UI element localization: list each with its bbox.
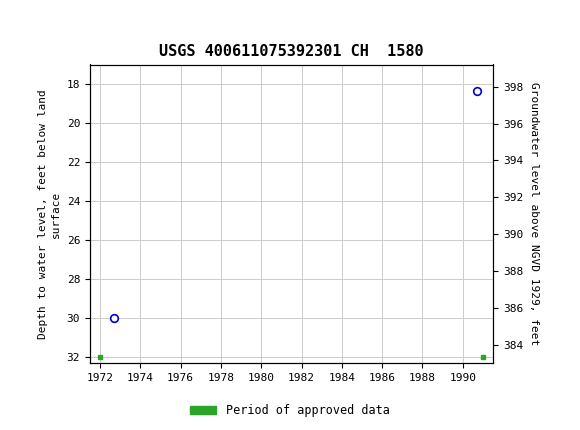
Y-axis label: Groundwater level above NGVD 1929, feet: Groundwater level above NGVD 1929, feet	[528, 82, 538, 346]
Text: USGS: USGS	[53, 12, 108, 31]
Y-axis label: Depth to water level, feet below land
surface: Depth to water level, feet below land su…	[38, 89, 61, 339]
Legend: Period of approved data: Period of approved data	[186, 399, 394, 422]
Title: USGS 400611075392301 CH  1580: USGS 400611075392301 CH 1580	[159, 44, 424, 59]
